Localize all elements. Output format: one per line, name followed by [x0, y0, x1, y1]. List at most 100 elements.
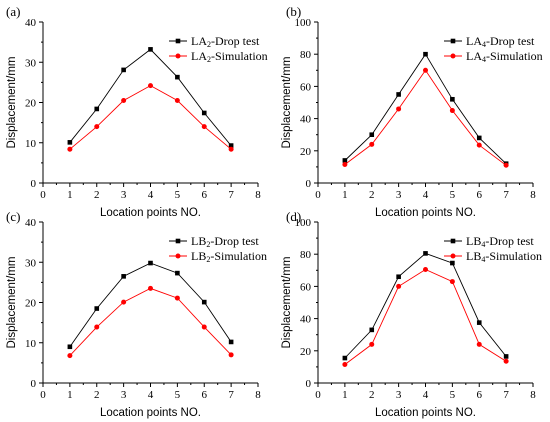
x-tick-label: 3 [121, 189, 127, 201]
data-point [476, 341, 482, 347]
data-point [175, 74, 180, 80]
x-tick-label: 2 [369, 189, 375, 201]
y-tick-label: 20 [25, 298, 37, 310]
x-tick-label: 6 [202, 389, 208, 401]
y-tick-label: 0 [306, 378, 312, 390]
data-point [148, 47, 153, 52]
legend-marker [175, 38, 181, 44]
legend-marker [450, 53, 456, 59]
data-point [94, 106, 100, 112]
x-tick-label: 2 [94, 389, 100, 401]
y-tick-label: 20 [25, 98, 37, 110]
legend-label: LA4-Drop test [466, 34, 535, 49]
x-tick-label: 3 [121, 389, 127, 401]
data-point [148, 260, 153, 266]
data-point [67, 140, 73, 145]
chart-panel-1: (a) 0 1 2 3 4 5 6 7 8 0 10 20 30 40 Location points NO.… [6, 4, 268, 219]
x-tick-label: 4 [148, 389, 154, 401]
data-point [121, 67, 126, 73]
y-tick-label: 40 [25, 17, 37, 29]
data-point [423, 251, 428, 256]
legend-label: LB2-Simulation [191, 249, 267, 264]
x-tick-label: 5 [175, 389, 181, 401]
x-tick-label: 8 [255, 189, 261, 201]
x-tick-label: 5 [175, 189, 181, 201]
y-tick-label: 0 [306, 178, 312, 190]
legend-marker [450, 253, 456, 259]
x-axis-title: Location points NO. [375, 407, 476, 419]
data-point [342, 158, 348, 163]
data-point [449, 279, 455, 285]
data-point [94, 306, 100, 311]
y-tick-label: 20 [300, 146, 312, 158]
data-point [369, 132, 375, 137]
x-tick-label: 0 [40, 389, 46, 401]
x-tick-label: 1 [342, 189, 348, 201]
y-tick-label: 80 [300, 49, 312, 61]
data-point [174, 295, 180, 301]
x-tick-label: 6 [202, 189, 208, 201]
legend-marker [175, 238, 181, 244]
x-tick-label: 1 [67, 189, 73, 201]
legend-label: LA4-Simulation [466, 49, 543, 64]
data-point [423, 51, 428, 57]
data-point [503, 354, 509, 359]
y-tick-label: 30 [25, 57, 37, 69]
y-tick-label: 100 [295, 17, 312, 29]
data-point [476, 135, 482, 141]
data-point [503, 162, 509, 168]
x-tick-label: 1 [67, 389, 73, 401]
y-tick-label: 20 [300, 346, 312, 358]
panel-label: (c) [6, 209, 20, 224]
legend-marker [175, 53, 181, 59]
data-point [201, 124, 207, 130]
x-tick-label: 0 [315, 189, 321, 201]
data-point [476, 320, 482, 325]
y-tick-label: 10 [25, 138, 37, 150]
y-axis-title: Displacement/mm [6, 256, 18, 348]
data-point [369, 341, 375, 347]
data-point [369, 327, 375, 333]
data-point [201, 110, 207, 116]
x-tick-label: 1 [342, 389, 348, 401]
y-tick-label: 40 [300, 314, 312, 326]
data-point [396, 92, 401, 97]
data-point [121, 299, 127, 305]
panel-label: (a) [6, 4, 20, 19]
x-tick-label: 6 [477, 189, 483, 201]
x-tick-label: 5 [450, 189, 456, 201]
data-point [228, 146, 234, 152]
data-point [342, 361, 348, 367]
data-point [121, 274, 126, 279]
data-point [228, 352, 234, 358]
data-point [121, 97, 127, 103]
series-line-simulation [69, 85, 232, 150]
data-point [228, 143, 234, 148]
series-line-drop-test [69, 262, 232, 348]
y-tick-label: 0 [31, 178, 37, 190]
x-tick-label: 4 [423, 389, 429, 401]
chart-panel-3: (c) 0 1 2 3 4 5 6 7 8 0 10 20 30 40 Location points NO.… [6, 209, 267, 419]
legend-marker [450, 238, 456, 244]
data-point [423, 266, 428, 272]
legend-label: LB4-Simulation [466, 249, 542, 264]
x-tick-label: 2 [369, 389, 375, 401]
y-tick-label: 30 [25, 257, 37, 269]
y-tick-label: 40 [300, 114, 312, 126]
y-tick-label: 40 [25, 217, 37, 229]
x-axis-title: Location points NO. [375, 207, 476, 219]
y-tick-label: 0 [31, 378, 37, 390]
x-tick-label: 0 [315, 389, 321, 401]
data-point [342, 161, 348, 167]
panel-label: (d) [286, 209, 301, 224]
y-axis-title: Displacement/mm [281, 256, 293, 348]
data-point [476, 142, 482, 148]
data-point [148, 285, 153, 291]
legend-label: LA2-Simulation [191, 49, 268, 64]
data-point [503, 358, 509, 364]
x-tick-label: 3 [396, 389, 402, 401]
legend-marker [175, 253, 181, 259]
x-tick-label: 8 [255, 389, 261, 401]
